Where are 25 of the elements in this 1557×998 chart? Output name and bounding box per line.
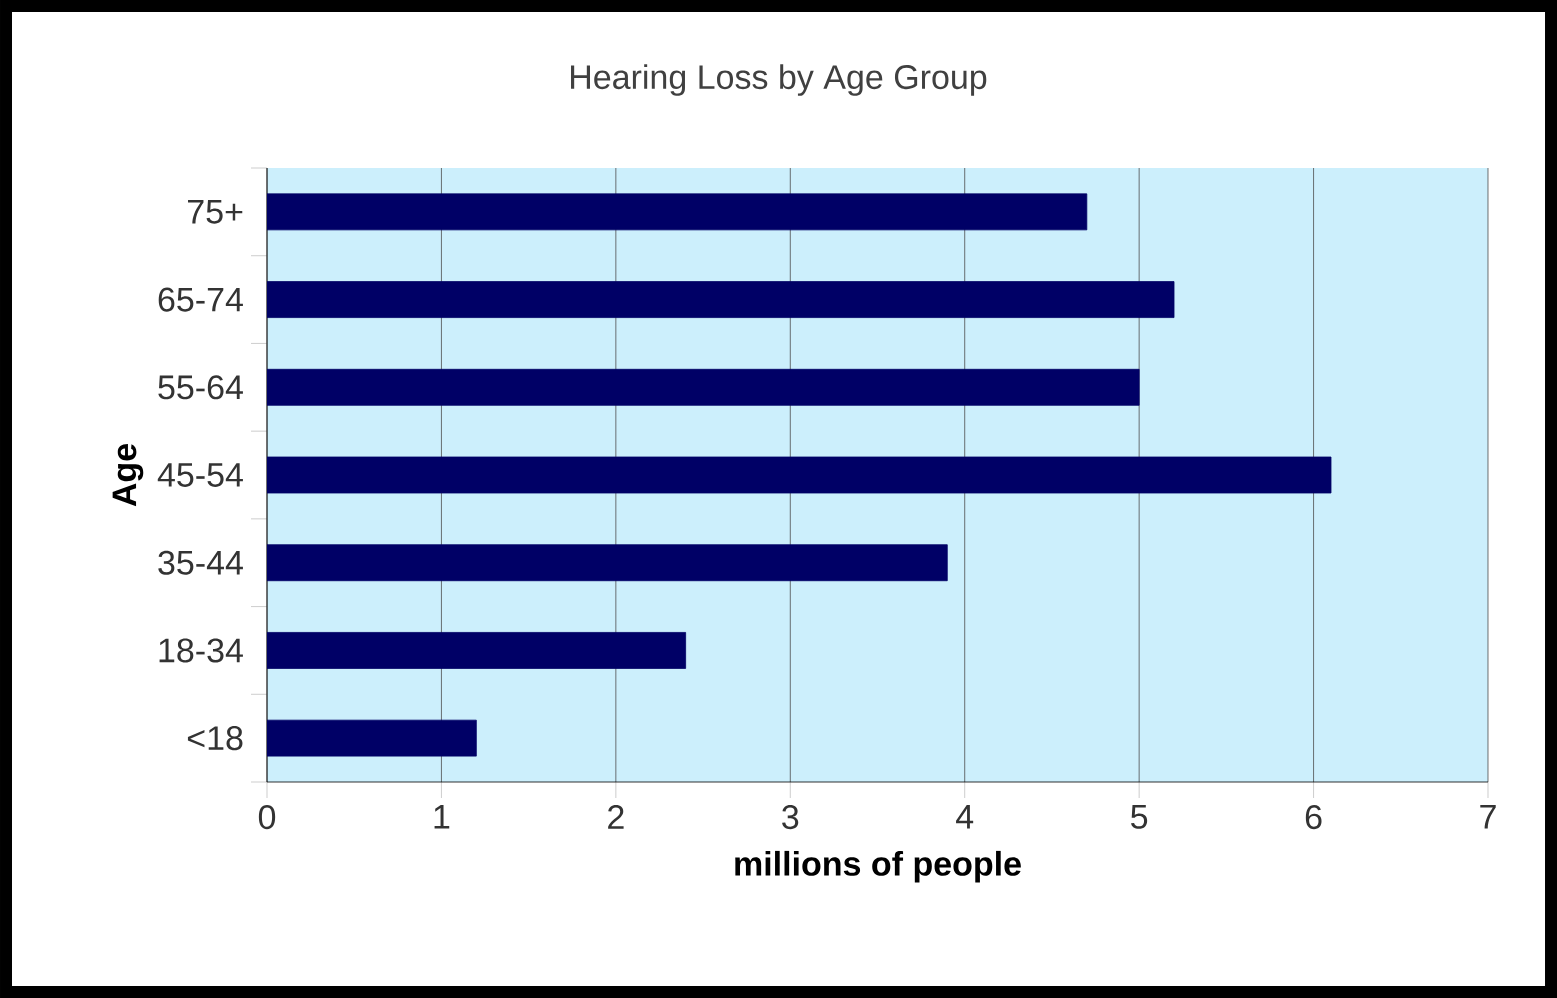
chart-title: Hearing Loss by Age Group — [571, 64, 987, 96]
bar — [267, 368, 1140, 406]
x-tick-label: 0 — [258, 805, 276, 830]
x-tick-label: 1 — [434, 805, 450, 829]
bar — [267, 719, 477, 757]
y-axis-title: Age — [112, 444, 144, 507]
y-tick-label: 45-54 — [157, 463, 243, 487]
x-axis-title: millions of people — [735, 850, 1021, 883]
y-tick-label: 18-34 — [159, 638, 243, 663]
x-tick-label: 3 — [782, 805, 799, 830]
x-tick-label: 4 — [956, 805, 974, 829]
y-tick-label: 35-44 — [158, 550, 243, 575]
bar — [267, 632, 687, 669]
y-tick-label: <18 — [187, 726, 243, 751]
bar — [267, 544, 948, 582]
bar — [267, 456, 1332, 494]
x-tick-label: 5 — [1131, 805, 1148, 829]
y-tick-label: 65-74 — [158, 287, 243, 312]
x-tick-label: 2 — [608, 805, 624, 829]
y-tick-label: 75+ — [188, 200, 243, 224]
x-tick-label: 7 — [1480, 805, 1496, 829]
y-tick-label: 55-64 — [158, 375, 243, 400]
bar — [267, 193, 1088, 231]
x-tick-label: 6 — [1305, 805, 1322, 830]
bar — [267, 281, 1175, 318]
